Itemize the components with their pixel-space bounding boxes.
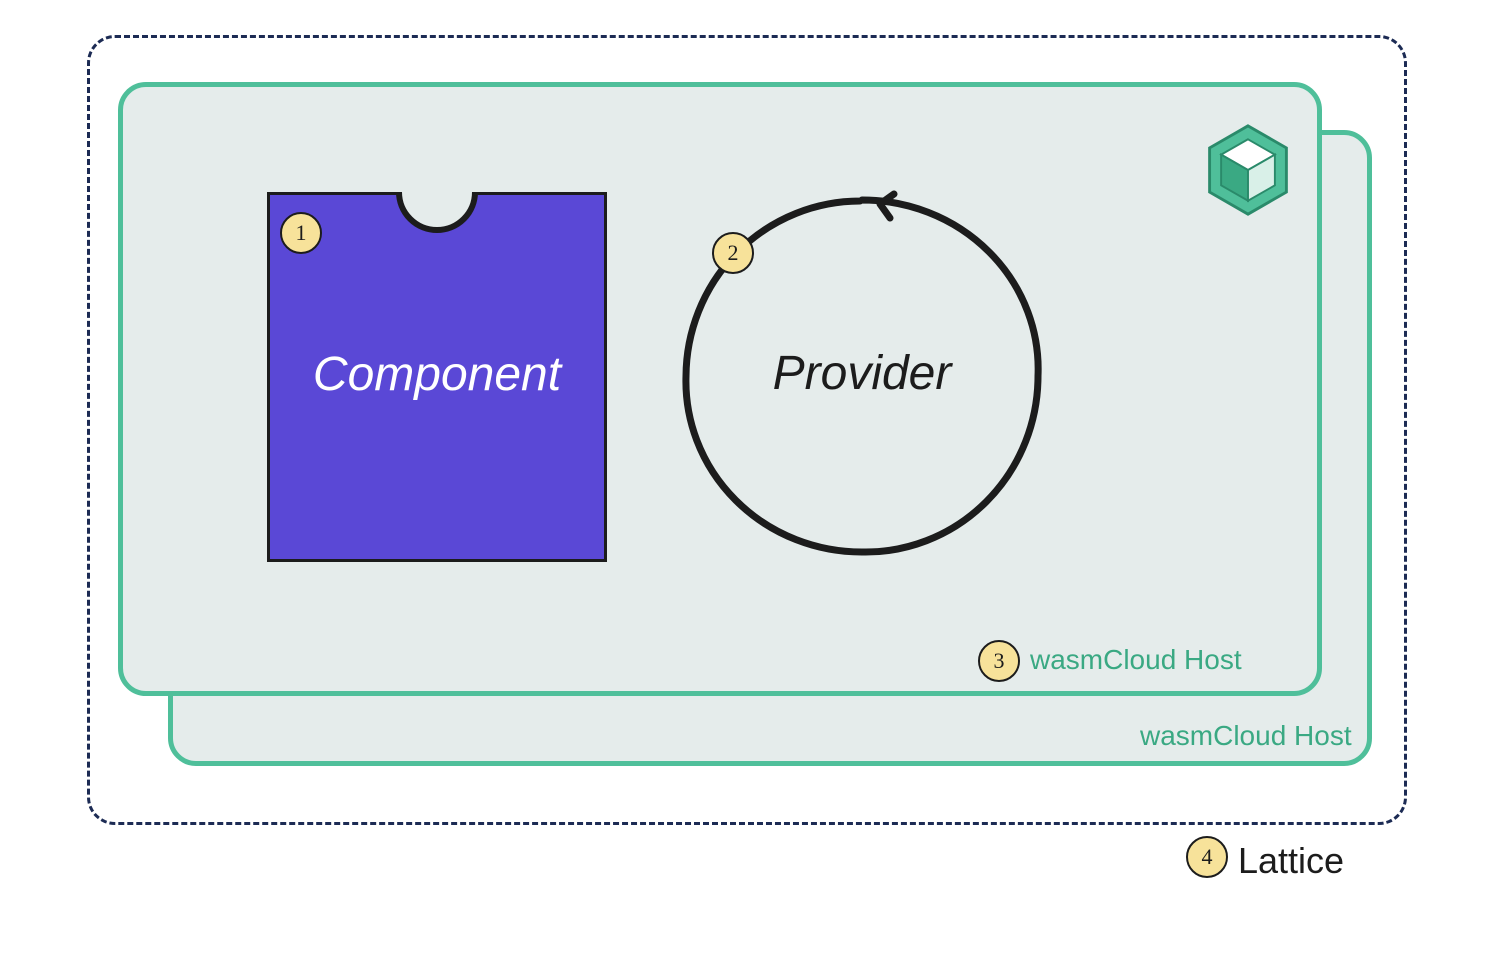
lattice-label: Lattice xyxy=(1238,840,1344,882)
host-front-label: wasmCloud Host xyxy=(1030,644,1242,676)
badge-1: 1 xyxy=(280,212,322,254)
badge-3-num: 3 xyxy=(994,648,1005,674)
badge-4: 4 xyxy=(1186,836,1228,878)
badge-2: 2 xyxy=(712,232,754,274)
wasmcloud-logo-icon xyxy=(1200,122,1296,218)
diagram-stage: wasmCloud Host Component Provider wasmCl… xyxy=(0,0,1496,970)
component-box: Component xyxy=(267,192,607,562)
badge-3: 3 xyxy=(978,640,1020,682)
badge-2-num: 2 xyxy=(728,240,739,266)
component-label: Component xyxy=(267,347,607,402)
provider-label: Provider xyxy=(676,346,1048,401)
badge-1-num: 1 xyxy=(296,220,307,246)
badge-4-num: 4 xyxy=(1202,844,1213,870)
host-back-label: wasmCloud Host xyxy=(1140,720,1352,752)
